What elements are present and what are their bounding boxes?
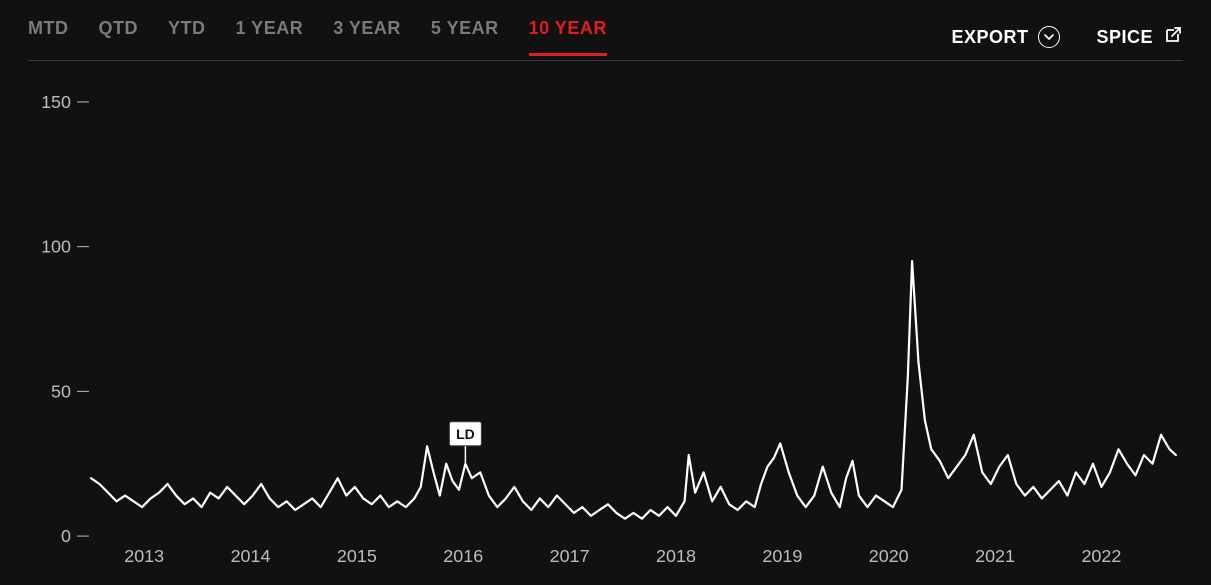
svg-text:2016: 2016 [443, 546, 483, 566]
svg-text:2017: 2017 [550, 546, 590, 566]
svg-text:2014: 2014 [231, 546, 271, 566]
tab-3-year[interactable]: 3 YEAR [333, 18, 401, 56]
line-chart: 0 50 100 150 2013 2014 2015 2016 2017 2018 2019 202… [28, 61, 1183, 572]
export-button[interactable]: EXPORT [951, 26, 1060, 48]
tab-mtd[interactable]: MTD [28, 18, 69, 56]
chevron-down-icon [1038, 26, 1060, 48]
svg-text:2021: 2021 [975, 546, 1015, 566]
chart-area: 0 50 100 150 2013 2014 2015 2016 2017 2018 2019 202… [28, 60, 1183, 572]
svg-text:0: 0 [61, 526, 71, 546]
spice-label: SPICE [1096, 27, 1153, 48]
external-link-icon [1163, 25, 1183, 50]
tab-5-year[interactable]: 5 YEAR [431, 18, 499, 56]
tab-ytd[interactable]: YTD [168, 18, 206, 56]
export-label: EXPORT [951, 27, 1028, 48]
svg-text:2019: 2019 [762, 546, 802, 566]
svg-text:50: 50 [51, 381, 71, 401]
tab-10-year[interactable]: 10 YEAR [529, 18, 607, 56]
svg-text:2018: 2018 [656, 546, 696, 566]
svg-text:2015: 2015 [337, 546, 377, 566]
svg-text:150: 150 [41, 92, 71, 112]
svg-text:2022: 2022 [1081, 546, 1121, 566]
time-range-tabs: MTD QTD YTD 1 YEAR 3 YEAR 5 YEAR 10 YEAR [28, 18, 951, 56]
svg-text:2020: 2020 [869, 546, 909, 566]
tab-qtd[interactable]: QTD [99, 18, 139, 56]
svg-text:100: 100 [41, 237, 71, 257]
spice-button[interactable]: SPICE [1096, 25, 1183, 50]
svg-text:LD: LD [456, 426, 475, 442]
svg-text:2013: 2013 [124, 546, 164, 566]
tab-1-year[interactable]: 1 YEAR [236, 18, 304, 56]
